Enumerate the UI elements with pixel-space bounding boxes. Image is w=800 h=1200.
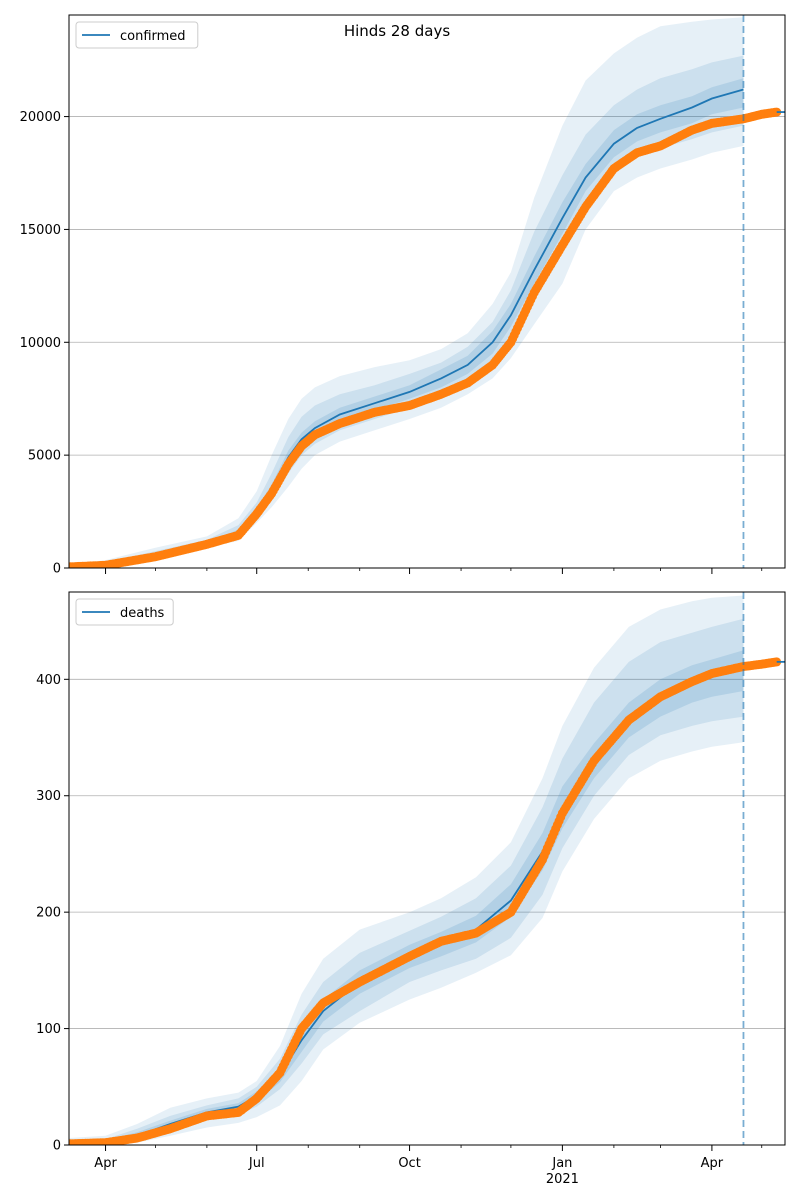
- bottom-ytick-label: 100: [36, 1022, 61, 1037]
- xtick-label: Apr: [94, 1156, 117, 1171]
- top-ytick-label: 10000: [20, 336, 61, 351]
- bottom-ytick-label: 0: [53, 1139, 61, 1154]
- top-observed-points: [69, 107, 782, 568]
- bottom-legend: deaths: [75, 598, 174, 626]
- top-plot-area: [69, 17, 785, 568]
- bottom-band-middle: [69, 618, 744, 1145]
- bottom-axes-frame: [68, 591, 786, 1146]
- bottom-band-inner: [69, 650, 744, 1145]
- bottom-ytick-label: 400: [36, 673, 61, 688]
- top-legend-label: confirmed: [120, 29, 186, 44]
- top-band-middle: [69, 55, 744, 568]
- bottom-plot-area: [69, 595, 785, 1145]
- figure-title: Hinds 28 days: [344, 22, 451, 40]
- top-ytick-label: 15000: [20, 223, 61, 238]
- bottom-legend-box: [75, 598, 174, 626]
- xtick-label: Oct: [398, 1156, 420, 1171]
- xtick-label: Apr: [701, 1156, 724, 1171]
- top-legend: confirmed: [75, 21, 199, 49]
- top-ytick-label: 5000: [28, 449, 61, 464]
- bottom-legend-label: deaths: [120, 606, 165, 621]
- top-axes-frame: [68, 14, 786, 569]
- xtick-label: Jan: [551, 1156, 572, 1171]
- bottom-observed-points: [69, 657, 782, 1145]
- xtick-year-label: 2021: [546, 1172, 579, 1187]
- bottom-ytick-label: 300: [36, 789, 61, 804]
- top-ytick-label: 0: [53, 562, 61, 577]
- xtick-label: Jul: [248, 1156, 265, 1171]
- top-band-inner: [69, 78, 744, 568]
- top-legend-box: [75, 21, 199, 49]
- bottom-ytick-label: 200: [36, 906, 61, 921]
- bottom-band-outer: [69, 595, 744, 1145]
- confirmed-panel: 0 5000 10000 15000 20000 confirmed: [20, 14, 786, 577]
- top-band-outer: [69, 17, 744, 568]
- top-ytick-label: 20000: [20, 110, 61, 125]
